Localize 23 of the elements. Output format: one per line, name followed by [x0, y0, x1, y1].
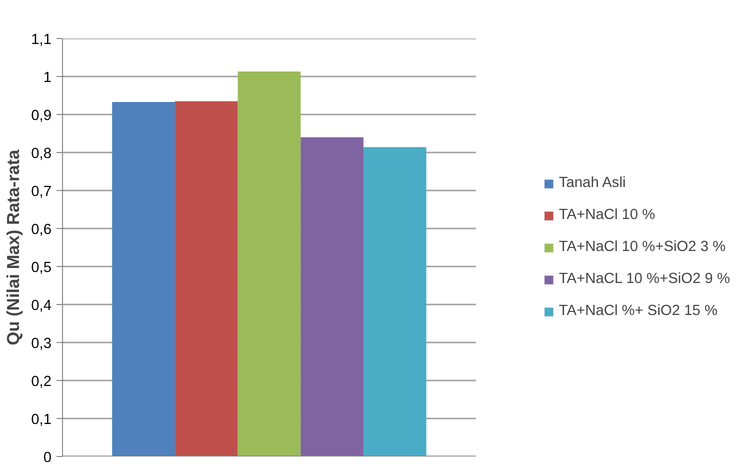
y-tick-label: 0,7: [31, 184, 52, 200]
y-tick-label: 0,5: [31, 260, 52, 276]
y-axis-title: Qu (Nilai Max) Rata-rata: [3, 149, 24, 346]
y-tick-label: 0: [43, 450, 52, 466]
legend-label: TA+NaCl %+ SiO2 15 %: [558, 303, 718, 319]
y-tick-label: 0,1: [31, 412, 52, 428]
legend-label: TA+NaCl 10 %: [558, 207, 656, 223]
y-tick-label: 0,3: [31, 336, 52, 352]
legend-label: Tanah Asli: [558, 175, 626, 191]
y-tick-label: 0,8: [31, 146, 52, 162]
bar: [300, 137, 364, 456]
legend-label: TA+NaCl 10 %+SiO2 3 %: [558, 239, 726, 255]
y-tick-label: 1: [43, 70, 52, 86]
y-tick-label: 0,6: [31, 222, 52, 238]
y-tick-label: 1,1: [31, 32, 52, 48]
bar: [112, 102, 175, 456]
legend-label: TA+NaCL 10 %+SiO2 9 %: [558, 271, 730, 287]
y-tick-label: 0,9: [31, 108, 52, 124]
y-tick-label: 0,4: [31, 298, 52, 314]
bar: [174, 101, 238, 456]
y-tick-label: 0,2: [31, 374, 52, 390]
bar: [363, 147, 426, 456]
bar: [238, 72, 301, 456]
